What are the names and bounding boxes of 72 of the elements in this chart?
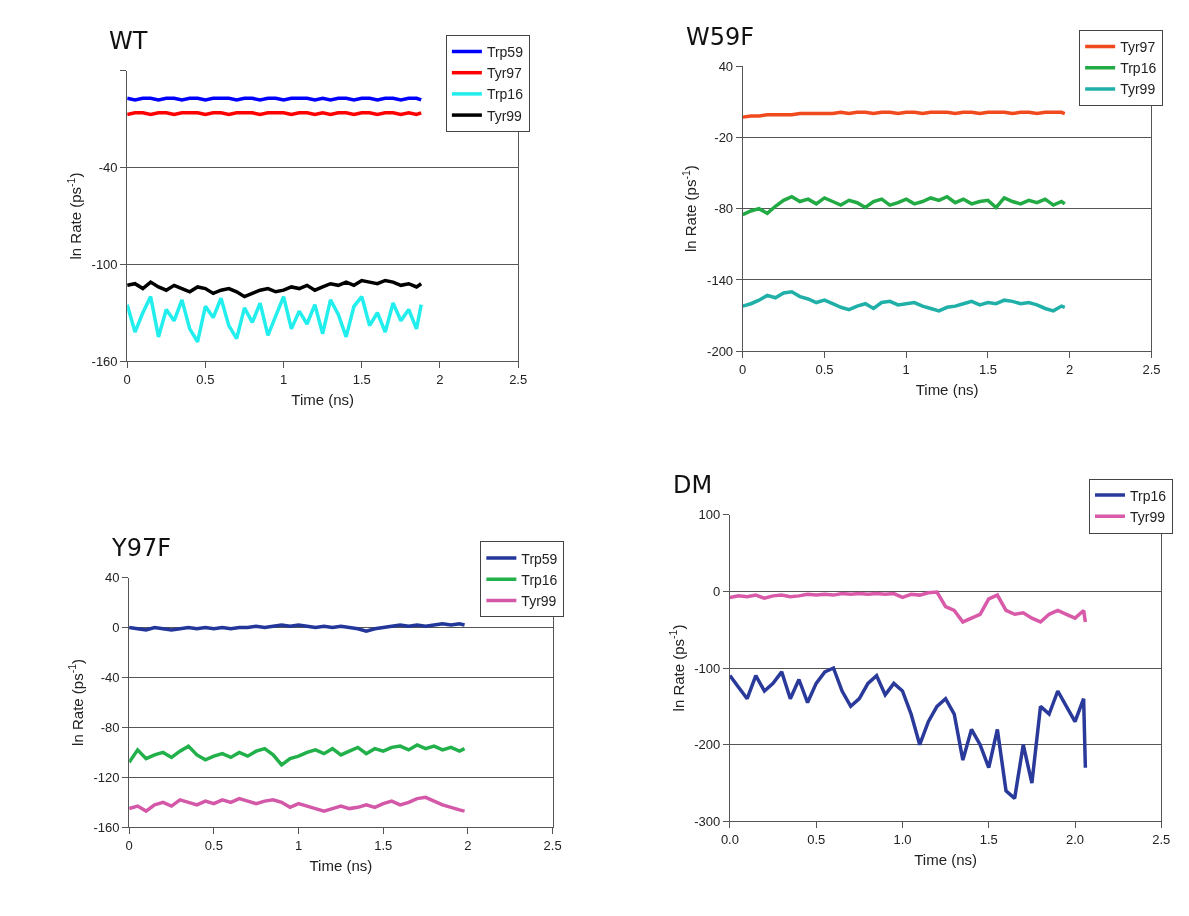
x-tick-label: 0.5: [196, 371, 215, 387]
y-tick-label: -160: [93, 819, 120, 835]
x-tick-label: 2.5: [1152, 832, 1171, 848]
line-series: [729, 590, 1088, 624]
x-tick-label: 2.5: [543, 837, 562, 853]
y-tick-label: -40: [98, 160, 118, 176]
legend-label: Trp16: [1130, 487, 1167, 504]
x-tick-label: 1.5: [374, 837, 393, 853]
legend-label: Tyr99: [1130, 508, 1166, 525]
y-tick-label: -100: [694, 660, 721, 676]
chart-title: DM: [673, 471, 713, 499]
x-tick-label: 2: [1066, 361, 1074, 377]
line-series: [742, 195, 1067, 217]
y-tick-label: 0: [112, 620, 120, 636]
chart-title: WT: [109, 27, 148, 55]
x-tick-label: 0.5: [807, 832, 826, 848]
x-tick-label: 1.5: [352, 371, 371, 387]
y-tick-label: -160: [91, 353, 118, 369]
x-tick-label: 2: [436, 371, 444, 387]
legend-label: Tyr99: [1120, 81, 1156, 98]
x-tick-label: 0: [123, 371, 131, 387]
x-tick-label: 2.5: [509, 371, 528, 387]
x-tick-label: 1: [279, 371, 288, 387]
legend-label: Trp16: [1120, 60, 1157, 77]
y-tick-label: -100: [91, 256, 118, 272]
legend-label: Trp59: [486, 43, 524, 60]
chart-title: Y97F: [111, 534, 172, 562]
y-tick-label: -40: [100, 669, 120, 685]
y-tick-label: 40: [718, 58, 734, 74]
legend-label: Trp59: [521, 550, 558, 567]
line-series: [129, 621, 467, 633]
x-axis-title: Time (ns): [309, 856, 373, 874]
x-tick-label: 1.5: [978, 361, 997, 377]
y-tick-label: 100: [698, 507, 721, 523]
legend-label: Tyr97: [486, 65, 523, 82]
legend-label: Tyr99: [486, 107, 523, 124]
x-tick-label: 0: [125, 837, 133, 853]
x-tick-label: 0.0: [720, 832, 739, 848]
x-tick-label: 1.5: [979, 832, 998, 848]
y-tick-label: -20: [714, 129, 734, 145]
y-tick-label: -80: [100, 719, 120, 735]
line-series: [129, 743, 467, 767]
legend-label: Trp16: [486, 86, 524, 103]
x-tick-label: 1: [902, 361, 910, 377]
y-tick-label: -200: [707, 343, 734, 359]
chart-title: W59F: [686, 23, 755, 51]
line-series: [129, 795, 467, 813]
x-tick-label: 1: [294, 837, 303, 853]
y-tick-label: -120: [93, 769, 120, 785]
line-series: [127, 278, 423, 299]
x-axis-title: Time (ns): [914, 851, 977, 869]
y-tick-label: -80: [714, 201, 734, 217]
x-tick-label: 0.5: [815, 361, 834, 377]
line-series: [127, 294, 423, 344]
x-tick-label: 1.0: [893, 832, 912, 848]
x-tick-label: 0.5: [204, 837, 223, 853]
x-tick-label: 2.0: [1065, 832, 1085, 848]
y-tick-label: -300: [694, 813, 721, 829]
line-series: [742, 290, 1067, 313]
x-tick-label: 0: [739, 361, 747, 377]
y-tick-label: 40: [105, 570, 120, 586]
x-tick-label: 2: [464, 837, 472, 853]
line-series: [729, 666, 1088, 801]
y-tick-label: 0: [713, 583, 721, 599]
x-axis-title: Time (ns): [915, 380, 979, 398]
legend-label: Tyr97: [1120, 39, 1156, 56]
x-tick-label: 2.5: [1142, 361, 1161, 377]
legend-label: Tyr99: [521, 592, 557, 609]
x-axis-title: Time (ns): [291, 390, 355, 408]
y-tick-label: -200: [694, 737, 721, 753]
legend-label: Trp16: [521, 571, 558, 588]
y-tick-label: -140: [707, 272, 734, 288]
